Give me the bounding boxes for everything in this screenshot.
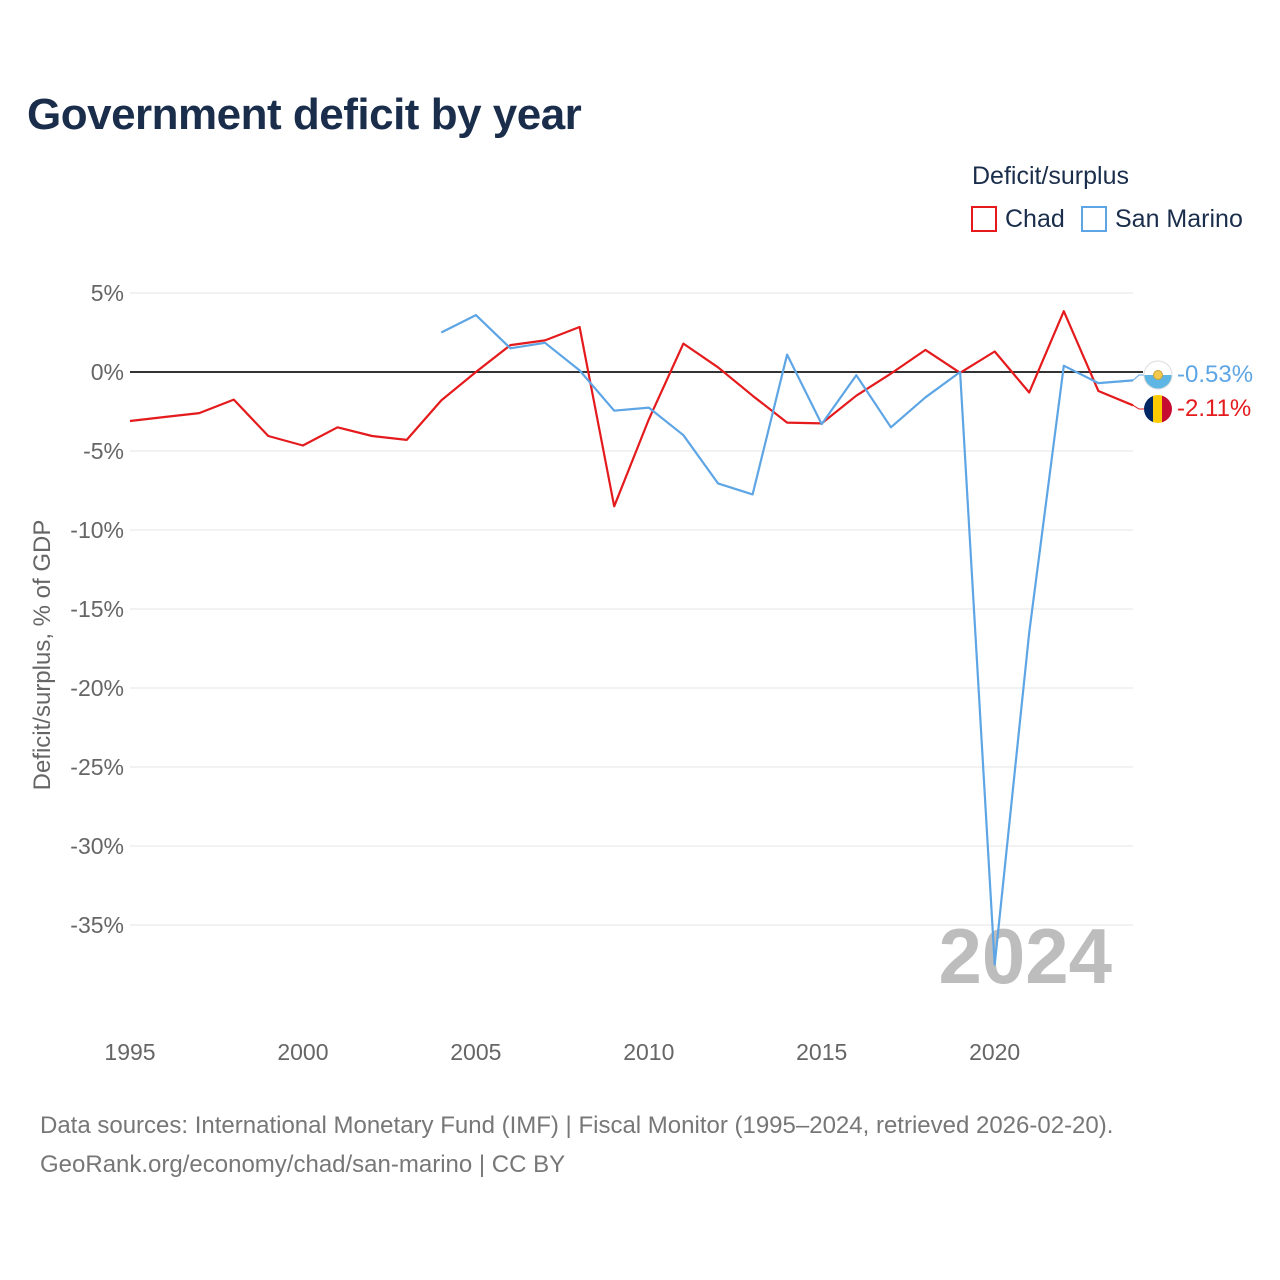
legend-swatch-san-marino [1081, 206, 1107, 232]
x-tick-label: 2015 [796, 1039, 847, 1065]
y-tick-label: -20% [70, 675, 124, 701]
series-line-san-marino [440, 314, 1134, 966]
y-tick-label: 5% [91, 280, 124, 306]
y-tick-label: -10% [70, 517, 124, 543]
x-tick-label: 2005 [450, 1039, 501, 1065]
y-tick-label: -25% [70, 754, 124, 780]
footer-sources: Data sources: International Monetary Fun… [40, 1112, 1114, 1139]
x-tick-label: 2010 [623, 1039, 674, 1065]
end-label-san-marino: -0.53% [1177, 361, 1253, 388]
footer-attribution[interactable]: GeoRank.org/economy/chad/san-marino | CC… [40, 1151, 566, 1178]
series-layer [129, 310, 1144, 966]
x-tick-label: 2000 [277, 1039, 328, 1065]
legend-item-san-marino[interactable]: San Marino [1081, 204, 1243, 234]
series-line-chad [129, 310, 1134, 508]
y-tick-label: 0% [91, 359, 124, 385]
legend-title: Deficit/surplus [972, 162, 1129, 190]
y-axis-title: Deficit/surplus, % of GDP [29, 520, 56, 791]
chad-flag-icon [1144, 395, 1172, 423]
legend-swatch-chad [971, 206, 997, 232]
year-watermark: 2024 [938, 912, 1112, 1000]
footer: Data sources: International Monetary Fun… [40, 1106, 1260, 1184]
legend-label-chad: Chad [1005, 204, 1065, 233]
san-marino-flag-icon [1144, 361, 1172, 389]
y-tick-label: -15% [70, 596, 124, 622]
y-tick-label: -30% [70, 833, 124, 859]
y-axis-ticks: 5% 0% -5% -10% -15% -20% -25% -30% -35% [70, 280, 124, 938]
grid-layer [130, 292, 1143, 926]
page-title: Government deficit by year [27, 90, 582, 139]
x-tick-label: 2020 [969, 1039, 1020, 1065]
y-tick-label: -35% [70, 912, 124, 938]
end-label-chad: -2.11% [1177, 395, 1251, 422]
x-tick-label: 1995 [104, 1039, 155, 1065]
y-tick-label: -5% [83, 438, 124, 464]
x-axis-ticks: 1995 2000 2005 2010 2015 2020 [104, 1039, 1020, 1065]
end-connector-san-marino [1132, 374, 1144, 381]
line-chart: 5% 0% -5% -10% -15% -20% -25% -30% -35% 1995 2000… [29, 280, 1253, 1065]
end-connector-chad [1132, 404, 1144, 410]
legend-label-san-marino: San Marino [1115, 204, 1243, 233]
legend-item-chad[interactable]: Chad [971, 204, 1065, 234]
